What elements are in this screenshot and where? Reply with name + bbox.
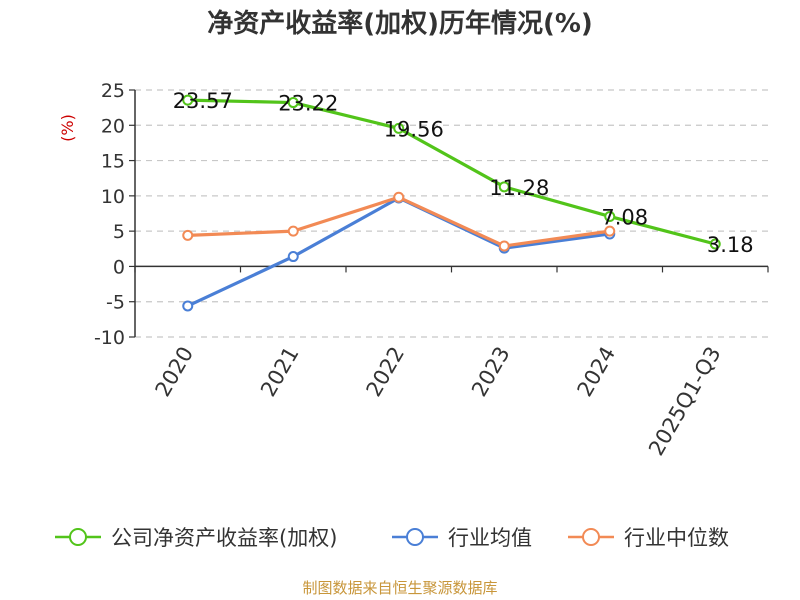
data-labels: 23.57 23.22 19.56 11.28 7.08 3.18 — [173, 89, 754, 257]
y-tick-label: 5 — [113, 221, 125, 243]
legend-swatch-marker — [406, 528, 424, 546]
x-tick-label: 2020 — [151, 343, 199, 401]
legend-label: 公司净资产收益率(加权) — [111, 526, 337, 550]
data-label: 23.57 — [173, 89, 233, 113]
data-source: 制图数据来自恒生聚源数据库 — [302, 579, 497, 597]
x-tick-label: 2021 — [256, 343, 304, 401]
legend: 公司净资产收益率(加权) 行业均值 行业中位数 — [55, 526, 729, 550]
data-point — [182, 300, 194, 312]
data-label: 7.08 — [601, 205, 648, 229]
x-tick-label: 2025Q1-Q3 — [644, 343, 726, 460]
y-tick-label: 0 — [113, 256, 125, 278]
legend-swatch-marker — [582, 528, 600, 546]
y-tick-label: -10 — [94, 327, 125, 349]
data-label: 19.56 — [384, 117, 444, 141]
data-point — [287, 251, 299, 263]
legend-label: 行业均值 — [448, 526, 532, 550]
legend-swatch-marker — [69, 528, 87, 546]
data-point — [604, 225, 616, 237]
legend-label: 行业中位数 — [624, 526, 729, 550]
y-tick-label: -5 — [106, 292, 125, 314]
data-point — [498, 181, 510, 193]
data-point — [709, 238, 721, 250]
chart-title: 净资产收益率(加权)历年情况(%) — [207, 8, 593, 39]
x-tick-label: 2022 — [362, 343, 410, 401]
series-line — [187, 195, 610, 248]
data-point — [393, 122, 405, 134]
data-point — [393, 191, 405, 203]
data-point — [498, 240, 510, 252]
data-label: 11.28 — [489, 176, 549, 200]
y-tick-label: 25 — [101, 80, 125, 102]
data-point — [604, 210, 616, 222]
data-label: 3.18 — [707, 233, 754, 257]
data-point — [182, 94, 194, 106]
y-axis-unit: (%) — [58, 114, 77, 142]
grid-lines — [135, 89, 768, 338]
x-tick-label: 2024 — [573, 343, 621, 401]
data-label: 23.22 — [278, 92, 338, 116]
y-tick-label: 15 — [101, 151, 125, 173]
data-point — [287, 225, 299, 237]
y-tick-label: 10 — [101, 186, 125, 208]
y-tick-label: 20 — [101, 115, 125, 137]
series-line — [187, 196, 610, 308]
data-point — [287, 97, 299, 109]
x-tick-label: 2023 — [467, 343, 515, 401]
series-line — [187, 98, 716, 246]
series — [182, 94, 721, 312]
data-point — [182, 229, 194, 241]
